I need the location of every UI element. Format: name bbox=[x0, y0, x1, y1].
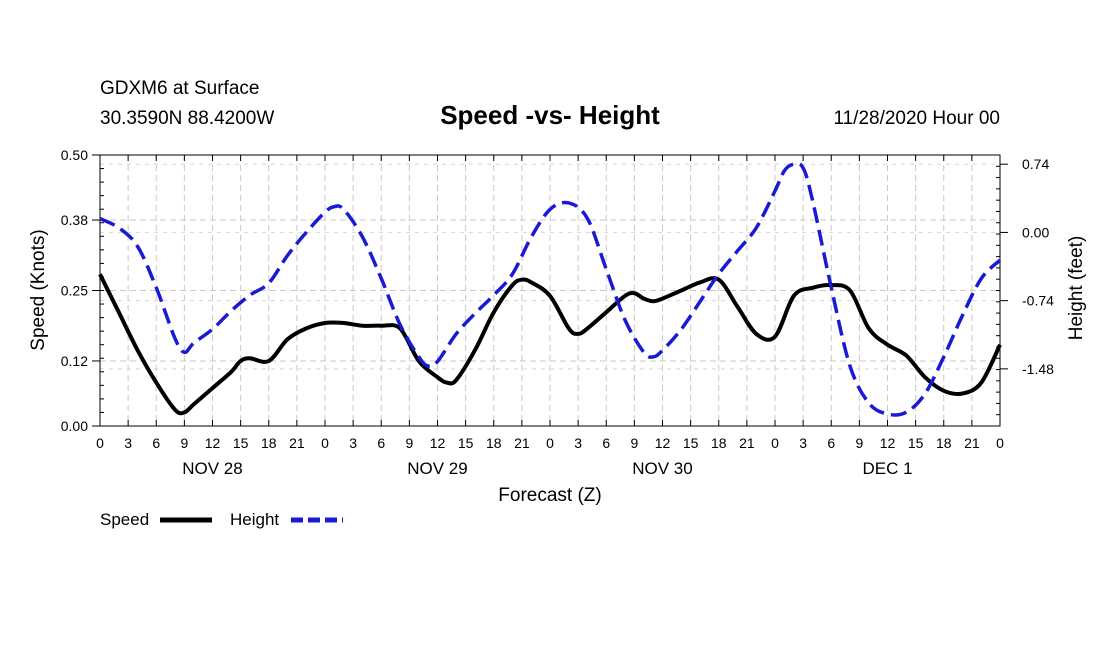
y-right-tick-label: 0.74 bbox=[1022, 156, 1049, 172]
series-line-speed bbox=[98, 273, 1002, 416]
x-axis-label: Forecast (Z) bbox=[498, 485, 601, 506]
x-tick-label: 15 bbox=[908, 435, 924, 451]
x-tick-label: 21 bbox=[739, 435, 755, 451]
x-tick-label: 21 bbox=[514, 435, 530, 451]
x-day-label: DEC 1 bbox=[862, 459, 912, 478]
legend-speed-label: Speed bbox=[100, 510, 149, 529]
series-lines bbox=[98, 161, 1002, 417]
y-right-tick-label: -0.74 bbox=[1022, 293, 1054, 309]
y-right-tick-label: 0.00 bbox=[1022, 224, 1049, 240]
x-tick-label: 0 bbox=[96, 435, 104, 451]
x-tick-label: 18 bbox=[486, 435, 502, 451]
y-axis-left: 0.00 0.12 0.25 0.38 0.50 bbox=[61, 147, 104, 434]
x-day-label: NOV 29 bbox=[407, 459, 467, 478]
x-tick-label: 3 bbox=[349, 435, 357, 451]
x-tick-label: 18 bbox=[711, 435, 727, 451]
x-day-label: NOV 28 bbox=[182, 459, 242, 478]
x-tick-label: 21 bbox=[964, 435, 980, 451]
x-axis: 0 3 6 9 12 15 18 21 0 3 6 9 12 15 18 21 0 3 6 9 12 15 18 21 0 3 6 9… bbox=[96, 155, 1004, 478]
location-label: GDXM6 at Surface bbox=[100, 78, 259, 99]
x-tick-label: 0 bbox=[546, 435, 554, 451]
y-left-tick-label: 0.00 bbox=[61, 418, 88, 434]
x-tick-label: 6 bbox=[602, 435, 610, 451]
y-axis-left-label: Speed (Knots) bbox=[28, 229, 49, 350]
y-left-tick-label: 0.38 bbox=[61, 212, 88, 228]
x-tick-label: 0 bbox=[771, 435, 779, 451]
y-right-tick-label: -1.48 bbox=[1022, 361, 1054, 377]
x-tick-label: 12 bbox=[880, 435, 896, 451]
y-axis-right-label: Height (feet) bbox=[1066, 236, 1087, 341]
y-left-tick-label: 0.25 bbox=[61, 283, 88, 299]
legend-height-label: Height bbox=[230, 510, 279, 529]
x-tick-label: 3 bbox=[124, 435, 132, 451]
x-tick-label: 6 bbox=[377, 435, 385, 451]
x-tick-label: 0 bbox=[996, 435, 1004, 451]
x-tick-label: 18 bbox=[936, 435, 952, 451]
y-left-tick-label: 0.12 bbox=[61, 353, 88, 369]
x-tick-label: 15 bbox=[458, 435, 474, 451]
x-tick-label: 6 bbox=[827, 435, 835, 451]
x-tick-label: 15 bbox=[233, 435, 249, 451]
x-tick-label: 3 bbox=[574, 435, 582, 451]
x-tick-label: 18 bbox=[261, 435, 277, 451]
x-tick-label: 9 bbox=[630, 435, 638, 451]
x-day-label: NOV 30 bbox=[632, 459, 692, 478]
x-tick-label: 21 bbox=[289, 435, 305, 451]
x-tick-label: 6 bbox=[152, 435, 160, 451]
x-tick-label: 9 bbox=[180, 435, 188, 451]
x-tick-label: 9 bbox=[405, 435, 413, 451]
x-tick-label: 12 bbox=[205, 435, 221, 451]
x-tick-label: 9 bbox=[855, 435, 863, 451]
series-line-height bbox=[99, 161, 1002, 417]
chart-title: Speed -vs- Height bbox=[440, 100, 660, 130]
x-tick-label: 3 bbox=[799, 435, 807, 451]
coords-label: 30.3590N 88.4200W bbox=[100, 108, 274, 129]
x-tick-label: 12 bbox=[655, 435, 671, 451]
x-tick-label: 12 bbox=[430, 435, 446, 451]
datetime-label: 11/28/2020 Hour 00 bbox=[833, 108, 1000, 129]
legend: Speed Height bbox=[100, 510, 343, 529]
x-tick-label: 15 bbox=[683, 435, 699, 451]
grid-lines bbox=[100, 155, 1000, 426]
y-axis-right: -1.48 -0.74 0.00 0.74 bbox=[996, 154, 1054, 427]
y-left-tick-label: 0.50 bbox=[61, 147, 88, 163]
x-tick-label: 0 bbox=[321, 435, 329, 451]
